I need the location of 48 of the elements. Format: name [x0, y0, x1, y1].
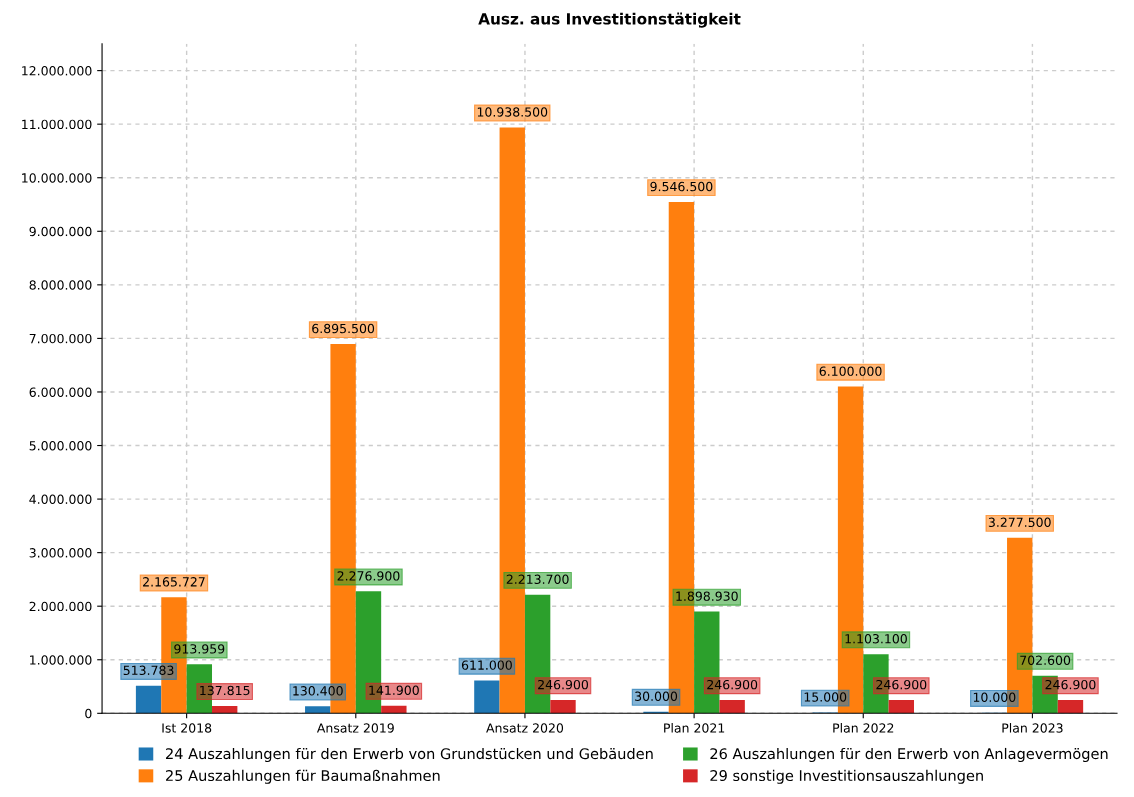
data-label: 1.103.100 [845, 634, 907, 644]
y-tick-label: 5.000.000 [29, 440, 92, 451]
data-label: 30.000 [635, 691, 678, 701]
data-label: 10.938.500 [477, 107, 548, 117]
data-label: 130.400 [293, 686, 343, 696]
y-tick-label: 10.000.000 [22, 173, 92, 183]
y-tick-label: 3.000.000 [29, 548, 92, 558]
data-label: 1.898.930 [676, 591, 738, 601]
y-tick-label: 11.000.000 [22, 119, 92, 130]
x-tick-label: Ansatz 2020 [486, 723, 564, 733]
data-label: 246.900 [707, 679, 758, 690]
legend-label: 26 Auszahlungen für den Erwerb von Anlagevermögen [710, 747, 1108, 763]
y-tick-label: 1.000.000 [30, 655, 92, 665]
data-label: 6.895.500 [312, 323, 375, 334]
data-label: 2.213.700 [506, 574, 569, 584]
y-tick-label: 6.000.000 [29, 387, 92, 397]
data-label: 246.900 [876, 679, 927, 690]
legend-label: 25 Auszahlungen für Baumaßnahmen [166, 769, 440, 784]
chart-title: Ausz. aus Investitionstätigkeit [478, 12, 741, 28]
data-label: 246.900 [1045, 679, 1096, 690]
x-tick-label: Ansatz 2019 [316, 723, 394, 733]
y-tick-label: 7.000.000 [29, 333, 92, 344]
legend-label: 29 sonstige Investitionsauszahlungen [710, 769, 983, 784]
data-label: 611.000 [461, 660, 512, 670]
data-label: 15.000 [804, 692, 847, 702]
data-label: 2.165.727 [143, 577, 205, 587]
x-tick-label: Plan 2021 [664, 723, 725, 733]
data-label: 3.277.500 [988, 517, 1051, 528]
data-label: 913.959 [174, 644, 225, 654]
data-label: 141.900 [369, 685, 419, 695]
data-label: 246.900 [538, 679, 589, 690]
data-label: 137.815 [200, 685, 250, 696]
y-tick-label: 2.000.000 [29, 601, 92, 612]
data-label: 10.000 [973, 692, 1016, 703]
y-tick-label: 12.000.000 [22, 66, 92, 76]
data-label: 2.276.900 [337, 571, 400, 581]
y-tick-label: 9.000.000 [29, 226, 92, 237]
data-label: 6.100.000 [819, 366, 882, 376]
x-tick-label: Plan 2023 [1002, 723, 1063, 733]
x-tick-label: Ist 2018 [162, 723, 212, 733]
data-label: 9.546.500 [650, 181, 713, 192]
data-label: 513.783 [123, 665, 174, 676]
legend-label: 24 Auszahlungen für den Erwerb von Grundstücken und Gebäuden [166, 747, 653, 763]
y-tick-label: 0 [85, 708, 92, 719]
y-tick-label: 8.000.000 [29, 280, 92, 290]
data-label: 702.600 [1020, 655, 1071, 665]
x-tick-label: Plan 2022 [833, 723, 894, 733]
y-tick-label: 4.000.000 [29, 494, 92, 505]
